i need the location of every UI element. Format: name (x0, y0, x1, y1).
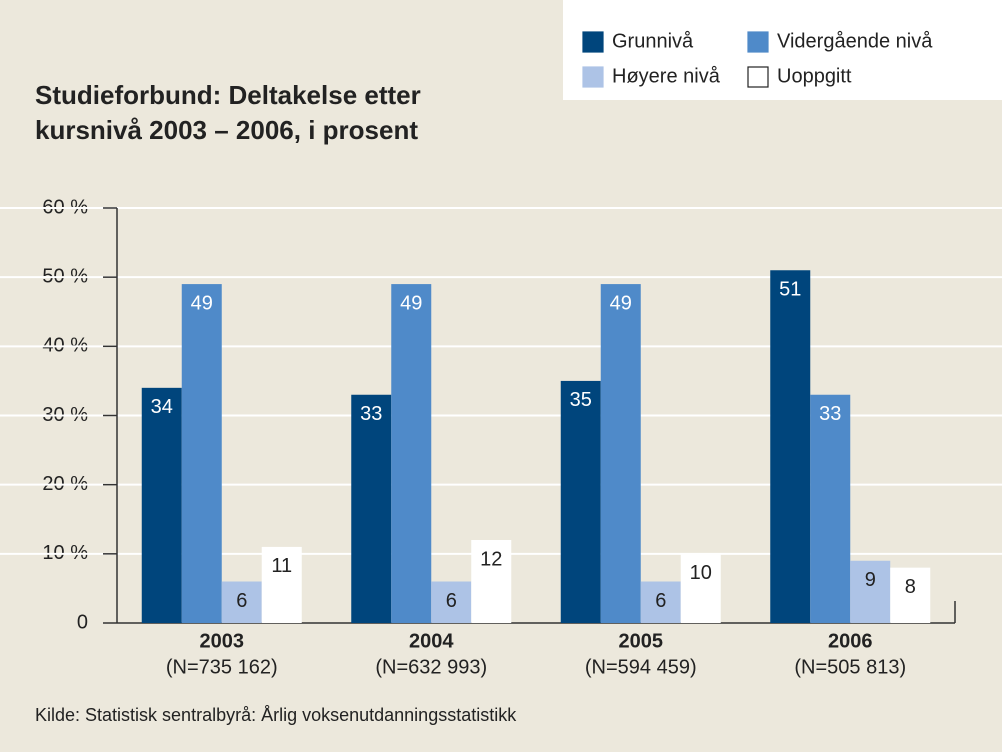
value-label: 10 (690, 562, 712, 584)
legend-label: Grunnivå (612, 30, 694, 52)
bar (770, 270, 811, 623)
chart-title: Studieforbund: Deltakelse etter kursnivå… (35, 80, 421, 145)
value-label: 6 (236, 590, 247, 612)
bar (181, 284, 222, 623)
bar (221, 581, 262, 623)
value-label: 49 (400, 292, 422, 314)
x-tick-label: 2006 (828, 630, 873, 652)
bar (600, 284, 641, 623)
bar (351, 394, 392, 623)
value-label: 35 (570, 389, 592, 411)
bar (141, 387, 182, 623)
y-tick-label: 0 (77, 611, 88, 633)
bar (431, 581, 472, 623)
bar (261, 546, 302, 623)
value-label: 6 (655, 590, 666, 612)
x-tick-label: 2004 (409, 630, 454, 652)
value-label: 34 (151, 396, 173, 418)
value-label: 33 (819, 403, 841, 425)
bar (680, 553, 721, 623)
x-tick-label: 2005 (619, 630, 664, 652)
x-tick-note: (N=505 813) (794, 656, 906, 678)
value-label: 12 (480, 548, 502, 570)
value-label: 33 (360, 403, 382, 425)
value-label: 8 (905, 576, 916, 598)
source: Kilde: Statistisk sentralbyrå: Årlig vok… (35, 705, 517, 725)
value-label: 49 (191, 292, 213, 314)
bar (850, 560, 891, 623)
x-tick-label: 2003 (200, 630, 245, 652)
bar (391, 284, 432, 623)
legend-swatch (747, 66, 769, 88)
value-label: 9 (865, 569, 876, 591)
bar (810, 394, 851, 623)
bar (890, 567, 931, 623)
legend-label: Vidergående nivå (777, 30, 933, 52)
legend-label: Høyere nivå (612, 65, 721, 87)
legend-box (563, 0, 1002, 100)
value-label: 49 (610, 292, 632, 314)
bar (471, 540, 512, 623)
legend-label: Uoppgitt (777, 65, 852, 87)
bar (640, 581, 681, 623)
value-label: 11 (271, 555, 292, 577)
legend-swatch (747, 31, 769, 53)
x-tick-note: (N=632 993) (375, 656, 487, 678)
x-tick-note: (N=594 459) (585, 656, 697, 678)
legend-swatch (582, 31, 604, 53)
value-label: 51 (779, 279, 801, 301)
legend-swatch (582, 66, 604, 88)
bar (560, 380, 601, 623)
value-label: 6 (446, 590, 457, 612)
x-tick-note: (N=735 162) (166, 656, 278, 678)
